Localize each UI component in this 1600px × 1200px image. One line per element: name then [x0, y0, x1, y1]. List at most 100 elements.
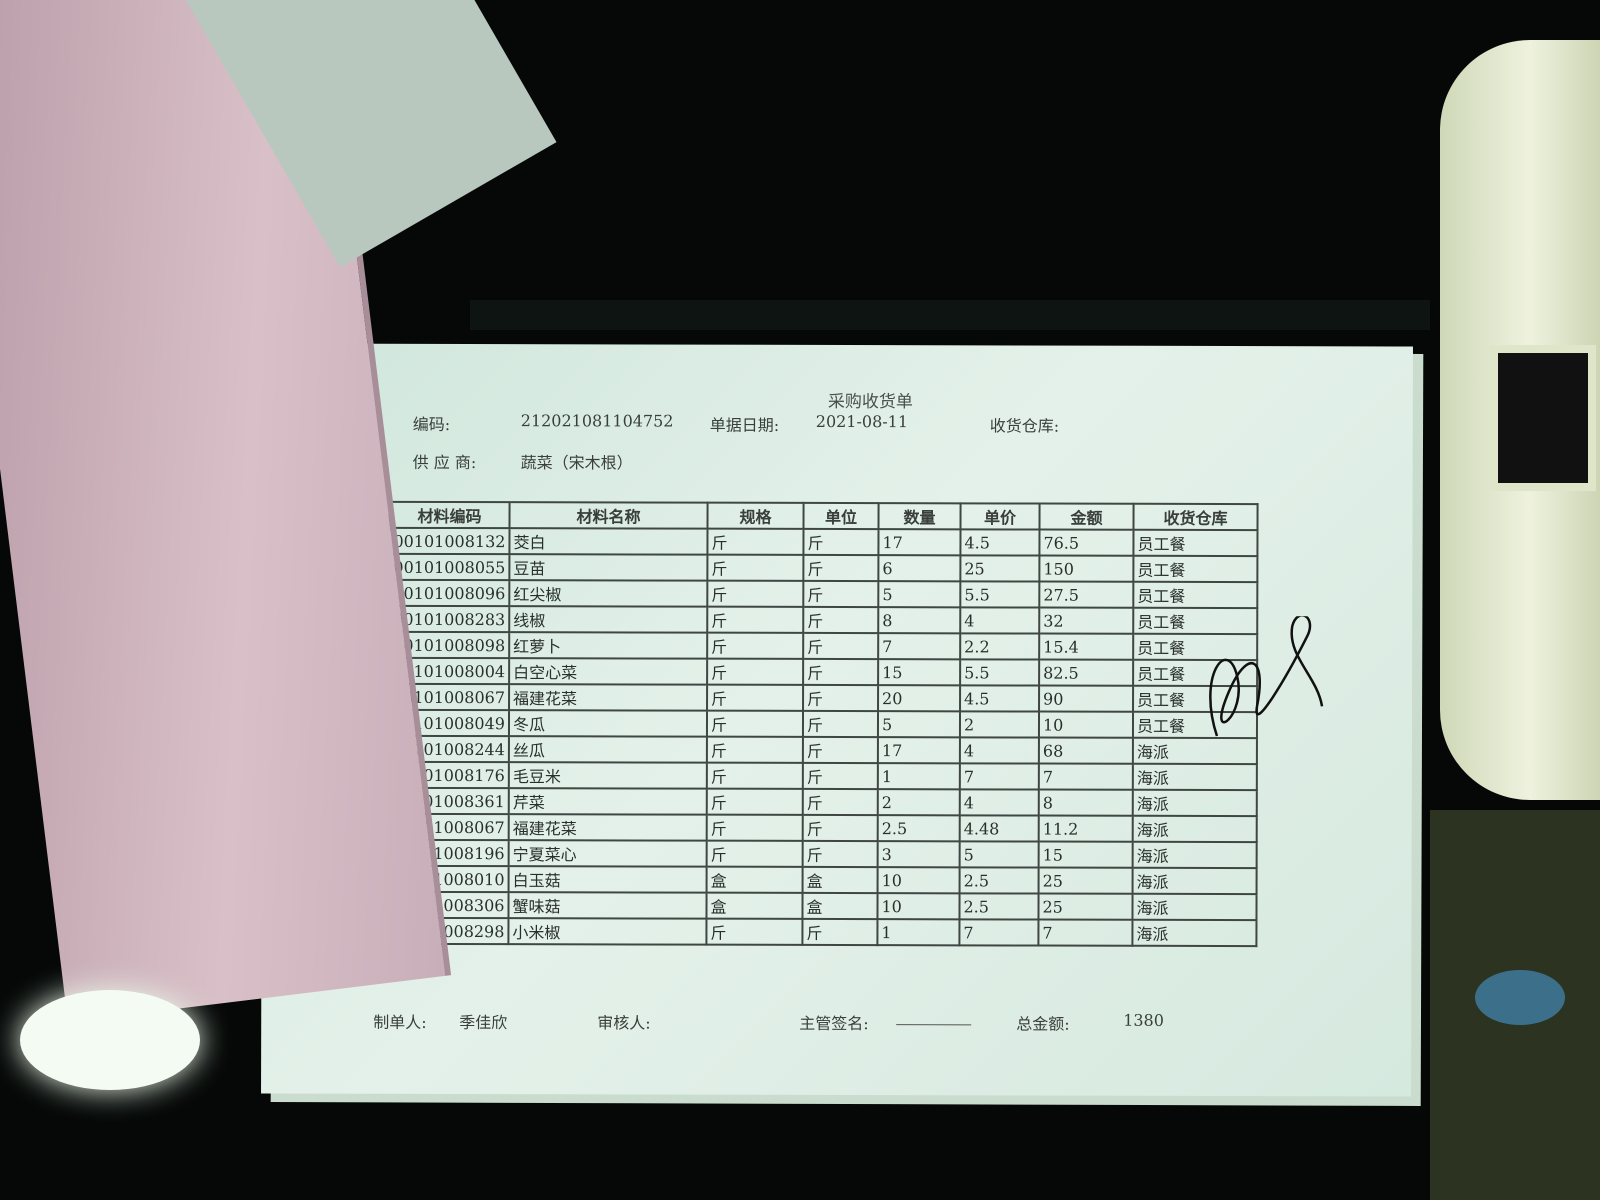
amount-cell: 82.5: [1039, 659, 1134, 686]
items-table: 材料编码 材料名称 规格 单位 数量 单价 金额 收货仓库 00101008132 茭白斤斤 17…: [387, 501, 1258, 947]
amount-cell: 76.5: [1039, 529, 1134, 556]
quantity-cell: 1: [877, 763, 960, 790]
warehouse-label: 收货仓库:: [989, 416, 1060, 436]
warehouse-cell: 海派: [1132, 815, 1257, 843]
spec-cell: 斤: [707, 528, 804, 555]
warehouse-cell: 员工餐: [1133, 529, 1258, 557]
quantity-cell: 10: [877, 893, 960, 920]
quantity-cell: 5: [878, 581, 961, 608]
spec-cell: 斤: [707, 580, 804, 607]
total-value: 1380: [1123, 1010, 1164, 1030]
table-row: 00101008306 蟹味菇盒盒 10 2.5 25 海派: [388, 891, 1257, 921]
spec-cell: 斤: [706, 788, 803, 815]
handwritten-signature: [1196, 615, 1324, 787]
unit-cell: 盒: [802, 866, 878, 894]
warehouse-cell: 员工餐: [1133, 555, 1258, 583]
table-header-row: 材料编码 材料名称 规格 单位 数量 单价 金额 收货仓库: [389, 501, 1258, 531]
printer-slot: [1490, 345, 1596, 491]
light-glare: [20, 990, 200, 1090]
spec-cell: 斤: [706, 762, 803, 789]
material-name-cell: 宁夏菜心: [508, 840, 707, 867]
unit-cell: 斤: [803, 554, 879, 582]
unit-price-cell: 2.2: [960, 633, 1040, 660]
quantity-cell: 10: [877, 867, 960, 894]
amount-cell: 7: [1038, 919, 1133, 946]
quantity-cell: 6: [878, 555, 961, 582]
unit-cell: 斤: [802, 814, 878, 842]
column-header: 规格: [707, 502, 804, 529]
amount-cell: 15.4: [1039, 633, 1134, 660]
amount-cell: 90: [1039, 685, 1134, 712]
total-label: 总金额:: [1016, 1014, 1070, 1034]
material-name-cell: 线椒: [509, 606, 708, 633]
quantity-cell: 7: [878, 633, 961, 660]
column-header: 材料编码: [389, 501, 510, 529]
reviewer-label: 审核人:: [597, 1013, 651, 1033]
unit-price-cell: 25: [960, 555, 1040, 582]
material-code-cell: 00101008096: [389, 579, 510, 607]
spec-cell: 斤: [707, 554, 804, 581]
amount-cell: 15: [1038, 841, 1133, 868]
unit-price-cell: 4.5: [960, 529, 1040, 556]
warehouse-cell: 员工餐: [1133, 581, 1258, 609]
document-title: 采购收货单: [827, 391, 913, 413]
amount-cell: 10: [1038, 711, 1134, 738]
quantity-cell: 2.5: [877, 815, 960, 842]
amount-cell: 8: [1038, 789, 1133, 816]
material-code-cell: 00101008132: [389, 527, 510, 555]
material-name-cell: 冬瓜: [508, 710, 708, 737]
receipt-document: 采购收货单 编码: 212021081104752 单据日期: 2021-08-…: [261, 343, 1413, 1097]
amount-cell: 11.2: [1038, 815, 1133, 842]
material-name-cell: 芹菜: [508, 788, 707, 815]
printer-button: [1475, 970, 1565, 1025]
spec-cell: 斤: [706, 814, 803, 841]
unit-price-cell: 7: [959, 919, 1039, 946]
column-header: 收货仓库: [1133, 503, 1258, 531]
material-name-cell: 茭白: [509, 528, 708, 555]
unit-price-cell: 4: [959, 737, 1039, 764]
table-row: 00101008132 茭白斤斤 17 4.5 76.5 员工餐: [389, 527, 1258, 557]
column-header: 单价: [960, 503, 1040, 530]
amount-cell: 32: [1039, 607, 1134, 634]
amount-cell: 68: [1038, 737, 1133, 764]
unit-cell: 斤: [802, 710, 879, 738]
unit-cell: 斤: [803, 528, 879, 556]
unit-price-cell: 2: [959, 711, 1040, 738]
quantity-cell: 15: [878, 659, 961, 686]
spec-cell: 斤: [707, 658, 804, 685]
date-value: 2021-08-11: [815, 411, 909, 432]
material-name-cell: 豆苗: [509, 554, 708, 581]
unit-cell: 斤: [802, 918, 878, 946]
amount-cell: 150: [1039, 555, 1134, 582]
quantity-cell: 5: [877, 711, 961, 738]
unit-cell: 斤: [803, 684, 879, 712]
table-row: 00101008298 小米椒斤斤 1 7 7 海派: [388, 917, 1257, 947]
unit-price-cell: 5.5: [960, 581, 1040, 608]
supplier-label: 供 应 商:: [412, 452, 477, 473]
column-header: 材料名称: [509, 502, 708, 529]
material-name-cell: 红萝卜: [509, 632, 708, 659]
spec-cell: 斤: [706, 736, 803, 763]
unit-price-cell: 5: [959, 841, 1039, 868]
table-row: 00101008067 福建花菜斤斤 2.5 4.48 11.2 海派: [388, 813, 1257, 843]
date-label: 单据日期:: [709, 415, 780, 435]
amount-cell: 27.5: [1039, 581, 1134, 608]
supervisor-label: 主管签名:: [799, 1013, 869, 1034]
table-row: 00101008361 芹菜斤斤 2 4 8 海派: [388, 787, 1257, 817]
spec-cell: 盒: [706, 892, 803, 919]
desk-background: [470, 300, 1430, 330]
spec-cell: 斤: [707, 606, 804, 633]
warehouse-cell: 海派: [1132, 919, 1257, 947]
table-row: 00101008067 福建花菜斤斤 20 4.5 90 员工餐: [389, 683, 1258, 713]
spec-cell: 斤: [707, 684, 804, 711]
table-row: 00101008098 红萝卜斤斤 7 2.2 15.4 员工餐: [389, 631, 1258, 661]
code-value: 212021081104752: [520, 411, 674, 431]
unit-cell: 斤: [803, 658, 879, 686]
column-header: 数量: [878, 503, 961, 530]
unit-cell: 斤: [803, 632, 879, 660]
table-row: 00101008010 白玉菇盒盒 10 2.5 25 海派: [388, 865, 1257, 895]
spec-cell: 斤: [706, 840, 803, 867]
amount-cell: 25: [1038, 867, 1133, 894]
unit-cell: 斤: [802, 788, 878, 816]
table-body: 00101008132 茭白斤斤 17 4.5 76.5 员工餐 00101008055 豆苗…: [388, 527, 1258, 947]
